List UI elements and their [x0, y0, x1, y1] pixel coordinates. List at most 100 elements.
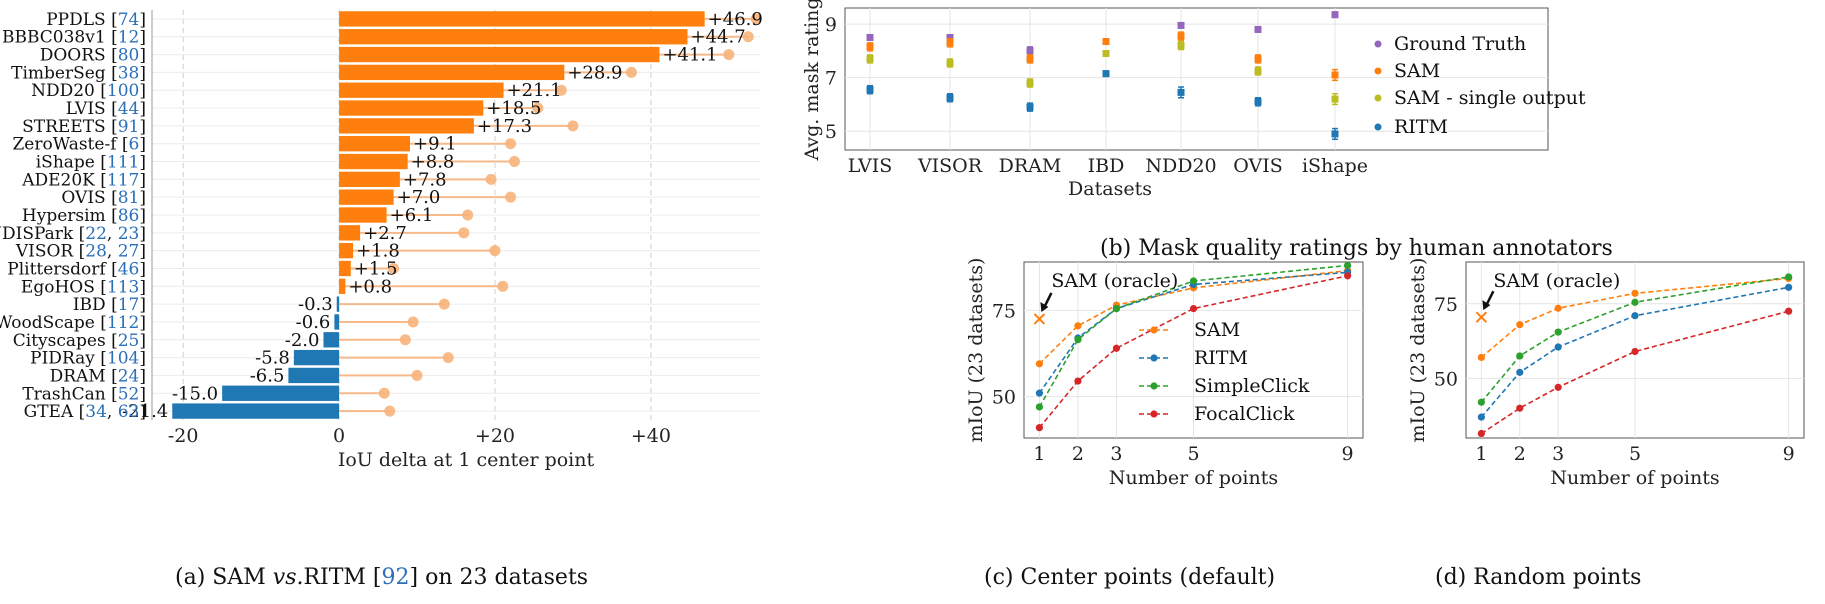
caption-a-prefix: (a) SAM	[175, 565, 266, 590]
category-label: EgoHOS [113]	[21, 277, 146, 297]
marker-point	[411, 369, 423, 381]
category-label: iShape [111]	[36, 153, 146, 173]
data-point	[1785, 283, 1793, 291]
data-point	[1177, 21, 1185, 29]
legend-marker	[1150, 382, 1158, 390]
legend-label: SAM	[1194, 319, 1240, 341]
oracle-arrow-head	[1482, 300, 1491, 311]
y-axis-label: Avg. mask rating	[801, 0, 823, 162]
x-tick-label: IBD	[1088, 155, 1125, 177]
data-point	[1785, 307, 1793, 315]
bar	[339, 46, 660, 63]
bar-value-label: -0.3	[298, 294, 333, 315]
x-tick-label: 3	[1110, 443, 1122, 465]
oracle-marker	[1033, 313, 1046, 325]
caption-d: (d) Random points	[1435, 565, 1642, 590]
data-point	[1477, 353, 1485, 362]
plot-frame	[844, 7, 1549, 151]
caption-a-ref[interactable]: 92	[381, 565, 410, 590]
category-label: Cityscapes [25]	[13, 331, 146, 351]
x-tick-label: 5	[1187, 443, 1199, 465]
marker-point	[750, 13, 762, 25]
marker-point	[505, 191, 517, 203]
category-label: STREETS [91]	[22, 117, 146, 137]
x-tick-label: iShape	[1302, 155, 1368, 177]
y-axis-label: mIoU (23 datasets)	[1407, 258, 1429, 443]
data-point	[1102, 37, 1110, 45]
data-point	[1177, 32, 1185, 40]
category-label: Hypersim [86]	[22, 206, 146, 226]
data-point	[1177, 88, 1185, 96]
data-point	[1477, 398, 1485, 406]
panel-a-bar-chart: -20 0 +20 +40 IoU delta at 1 center point +46…	[0, 9, 763, 471]
bar-value-label: +17.3	[477, 116, 532, 137]
data-point	[1554, 383, 1562, 391]
data-point	[1331, 71, 1339, 79]
marker-point	[438, 298, 450, 310]
data-point	[1074, 377, 1082, 385]
legend-marker	[1374, 67, 1382, 75]
bar-value-label: +7.0	[397, 187, 441, 208]
data-point	[1035, 360, 1044, 368]
data-point	[1074, 336, 1082, 344]
data-point	[866, 86, 874, 94]
marker-point	[485, 173, 497, 185]
data-point	[1554, 328, 1562, 336]
bar	[339, 207, 387, 223]
data-point	[1554, 304, 1562, 312]
data-point	[1189, 277, 1198, 285]
bar-value-label: +44.7	[691, 27, 746, 48]
category-label: TimberSeg [38]	[11, 63, 146, 83]
data-point	[946, 59, 954, 67]
marker-point	[625, 66, 637, 78]
data-point	[1343, 261, 1352, 270]
x-tick-label: +20	[475, 425, 515, 447]
data-point	[1026, 55, 1034, 63]
category-label: IBD [17]	[73, 295, 146, 315]
bar	[339, 11, 705, 27]
legend-marker	[1150, 354, 1158, 362]
oracle-annotation: SAM (oracle)	[1051, 270, 1178, 292]
category-label: TrashCan [52]	[22, 384, 146, 404]
bar-value-label: -21.4	[122, 401, 168, 422]
marker-point	[388, 262, 400, 274]
category-label: PIDRay [104]	[30, 349, 146, 369]
caption-b: (b) Mask quality ratings by human annota…	[1100, 236, 1613, 261]
data-point	[1026, 47, 1034, 55]
data-point	[1516, 368, 1524, 376]
category-label: PPDLS [74]	[46, 10, 146, 30]
data-point	[1331, 130, 1339, 138]
series-line	[1038, 264, 1348, 408]
bar-value-label: +2.7	[363, 223, 407, 244]
x-tick-label: -20	[168, 425, 199, 447]
legend-marker	[1374, 94, 1382, 102]
data-point	[1189, 304, 1198, 313]
bar	[293, 349, 340, 366]
bar	[339, 29, 688, 45]
bar-value-label: -15.0	[172, 383, 218, 404]
bar-value-label: +18.5	[486, 98, 541, 119]
x-axis-label: IoU delta at 1 center point	[338, 449, 595, 471]
bar	[222, 385, 340, 401]
category-label: GTEA [34, 63]	[24, 402, 146, 422]
category-label: DOORS [80]	[40, 46, 146, 66]
legend-marker	[1150, 326, 1158, 334]
data-point	[1477, 413, 1485, 421]
x-tick-label: 1	[1033, 443, 1045, 465]
bar	[339, 225, 361, 241]
caption-a-mid: RITM [	[303, 565, 382, 590]
x-tick-label: 1	[1475, 443, 1487, 465]
marker-point	[399, 334, 411, 346]
legend-marker	[1150, 410, 1158, 418]
bar-value-label: +1.8	[356, 241, 400, 262]
data-point	[1477, 429, 1485, 438]
bar	[334, 314, 340, 330]
bar-value-label: +8.8	[411, 152, 455, 173]
marker-point	[505, 138, 517, 150]
legend-marker	[1374, 40, 1382, 48]
data-point	[866, 55, 874, 63]
category-label: WoodScape [112]	[0, 313, 146, 333]
x-tick-label: 2	[1514, 443, 1526, 465]
y-tick-label: 7	[825, 68, 837, 90]
